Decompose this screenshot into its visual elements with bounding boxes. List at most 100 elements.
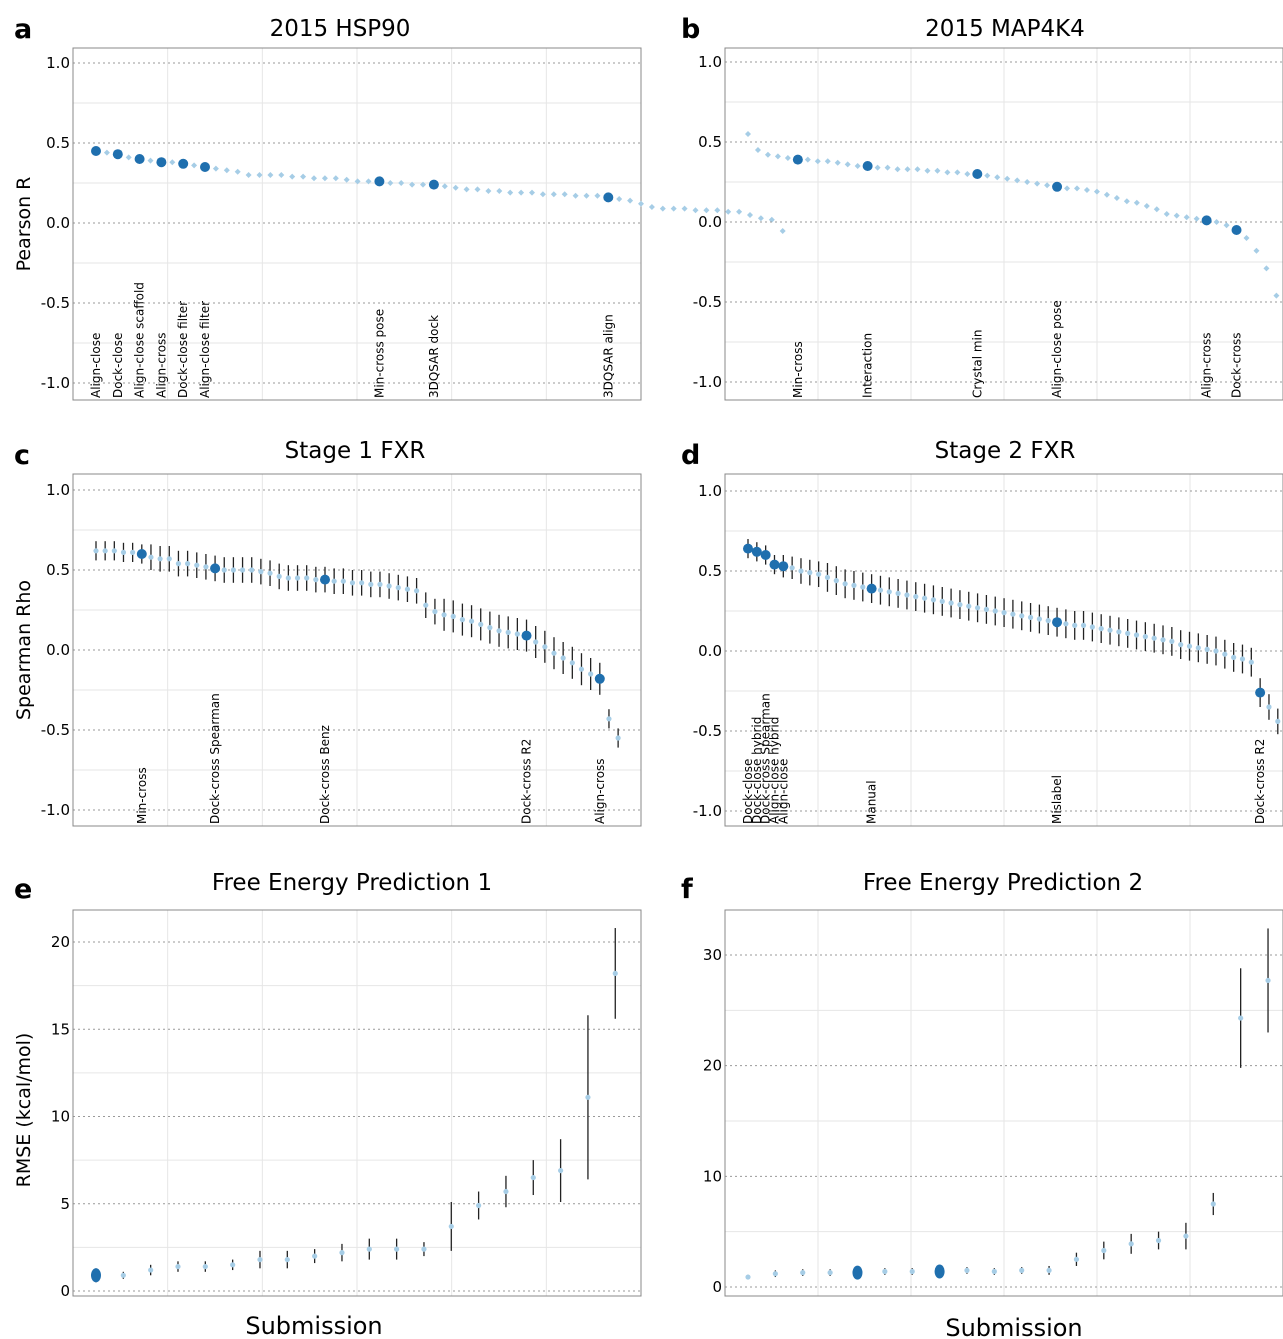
data-point <box>1265 977 1271 984</box>
plot-frame <box>724 473 1283 827</box>
data-point <box>112 149 123 160</box>
data-point <box>1275 718 1281 725</box>
data-point <box>816 571 822 577</box>
data-point <box>1210 1201 1216 1207</box>
y-tick-label: -0.5 <box>41 721 70 739</box>
data-point <box>542 644 548 650</box>
data-point <box>245 172 252 178</box>
y-tick-label: 10 <box>51 1108 70 1126</box>
data-point <box>551 650 557 656</box>
data-point <box>992 608 998 614</box>
data-point <box>569 660 575 666</box>
y-tick-label: 0.5 <box>46 134 70 152</box>
data-point <box>760 550 771 560</box>
data-point <box>851 582 857 589</box>
y-tick-label: -1.0 <box>693 802 722 820</box>
data-point <box>359 580 365 586</box>
data-point <box>944 169 951 176</box>
data-point <box>585 1094 591 1100</box>
data-point <box>792 154 803 165</box>
data-point <box>505 629 511 636</box>
data-point <box>1036 616 1042 622</box>
data-point <box>169 159 176 166</box>
data-point <box>1027 614 1034 621</box>
annotation-label: Dock-cross Benz <box>318 725 332 824</box>
data-point <box>210 563 221 574</box>
data-point <box>1155 1237 1162 1244</box>
data-point <box>578 666 585 672</box>
data-point <box>147 157 154 164</box>
data-point <box>1255 687 1266 698</box>
data-point <box>321 175 328 182</box>
data-point <box>1160 637 1166 643</box>
annotation-label: Align-close <box>776 759 790 824</box>
data-point <box>1074 185 1081 192</box>
data-point <box>102 548 108 554</box>
data-point <box>354 178 361 185</box>
data-point <box>1195 645 1201 651</box>
annotation-label: Min-cross pose <box>372 309 386 398</box>
chart-panel-c: 1.0 0.5 0.0 -0.5 -1.0 Stage 1 FXR c Spearman Rh… <box>13 438 642 827</box>
y-tick-label: 20 <box>703 1057 722 1075</box>
y-tick-label: 0.0 <box>46 641 70 659</box>
data-point <box>234 168 241 175</box>
data-point <box>452 184 459 191</box>
data-point <box>743 543 753 554</box>
data-point <box>1010 611 1016 617</box>
data-point <box>814 158 821 165</box>
data-point <box>930 597 937 603</box>
data-point <box>514 631 520 637</box>
data-point <box>428 179 439 190</box>
data-point <box>924 167 931 174</box>
data-point <box>736 208 743 215</box>
data-point <box>432 609 438 615</box>
data-point <box>474 186 481 193</box>
data-point <box>377 581 383 588</box>
data-point <box>203 564 209 570</box>
data-point <box>276 573 282 580</box>
data-point <box>1128 1241 1134 1247</box>
data-point <box>957 602 963 608</box>
data-point <box>994 174 1001 181</box>
data-point <box>1231 225 1242 235</box>
data-point <box>984 172 991 179</box>
data-point <box>530 1174 536 1181</box>
data-point <box>561 191 568 198</box>
data-point <box>615 735 621 741</box>
data-point <box>1064 185 1071 192</box>
data-point <box>1183 214 1190 221</box>
data-point <box>1014 177 1021 184</box>
y-tick-label: -1.0 <box>41 374 70 392</box>
data-point <box>1248 659 1254 665</box>
annotation-label: Align-close filter <box>198 301 212 398</box>
data-point <box>862 161 873 171</box>
data-point <box>904 592 910 598</box>
data-point <box>1019 1267 1025 1273</box>
data-point <box>1222 651 1228 657</box>
chart-title: 2015 HSP90 <box>270 16 411 42</box>
data-point <box>230 567 236 573</box>
y-tick-label: -1.0 <box>693 373 722 391</box>
y-tick-label: -0.5 <box>41 294 70 312</box>
chart-panel-b: 1.0 0.5 0.0 -0.5 -1.0 2015 MAP4K4 b Min-cross In… <box>681 14 1283 401</box>
data-point <box>256 172 263 178</box>
data-point <box>284 1256 290 1263</box>
annotation-label: Mislabel <box>1050 775 1064 824</box>
annotation-label: Manual <box>865 780 879 824</box>
data-point <box>339 1250 345 1256</box>
data-point <box>441 183 448 190</box>
data-point <box>374 176 385 187</box>
data-point <box>212 165 219 172</box>
data-point <box>659 205 666 212</box>
data-point <box>550 191 557 198</box>
data-point <box>895 590 901 597</box>
data-point <box>844 161 851 168</box>
data-point <box>414 588 420 594</box>
data-point <box>854 163 861 169</box>
data-point <box>386 583 392 589</box>
data-point <box>638 200 644 207</box>
data-point <box>1080 622 1087 629</box>
plot-frame <box>72 47 642 401</box>
data-point <box>1193 215 1200 222</box>
data-point <box>914 166 921 173</box>
